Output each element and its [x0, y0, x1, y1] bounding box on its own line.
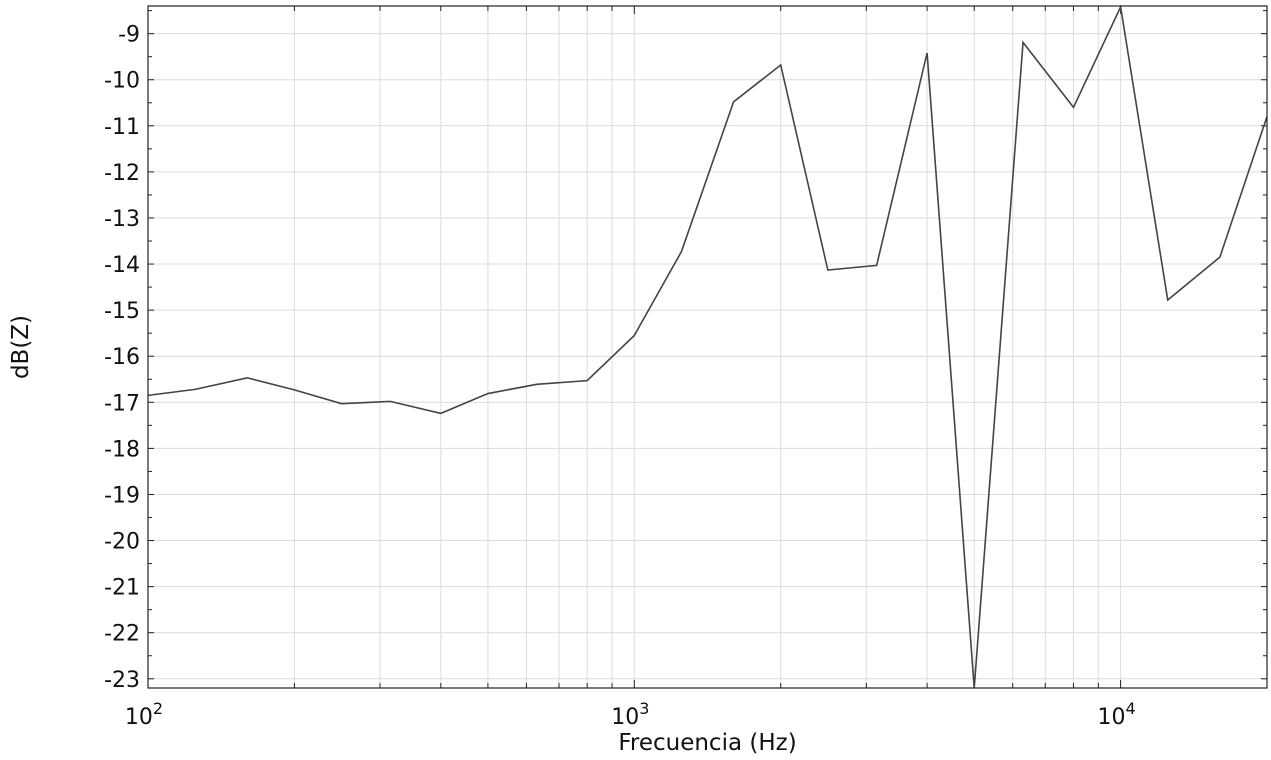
- x-axis-label: Frecuencia (Hz): [618, 730, 796, 756]
- x-tick-label: 103: [611, 699, 649, 730]
- x-tick-label: 104: [1098, 699, 1136, 730]
- grid-lines: [147, 6, 1268, 688]
- y-tick-label: -9: [118, 23, 140, 48]
- y-tick-label: -15: [104, 299, 140, 324]
- x-tick-label-exponent: 4: [1126, 699, 1136, 718]
- y-tick-label: -23: [104, 668, 140, 693]
- axis-ticks: [147, 6, 1268, 688]
- y-tick-label: -14: [104, 253, 140, 278]
- y-tick-labels: -9 -10 -11 -12 -13 -14 -15 -16 -17 -18 -19 -20 -21 -2…: [104, 23, 140, 693]
- x-tick-label: 102: [125, 699, 163, 730]
- series-line: [147, 4, 1268, 689]
- x-tick-labels: 102 103 104: [125, 699, 1136, 730]
- y-tick-label: -22: [104, 622, 140, 647]
- y-tick-label: -10: [104, 69, 140, 94]
- y-tick-label: -13: [104, 207, 140, 232]
- y-axis-label: dB(Z): [8, 315, 34, 379]
- y-tick-label: -12: [104, 161, 140, 186]
- x-tick-label-base: 10: [1098, 705, 1126, 730]
- plot-frame: [147, 5, 1268, 689]
- y-tick-label: -19: [104, 483, 140, 508]
- x-tick-label-base: 10: [611, 705, 639, 730]
- x-tick-label-exponent: 3: [639, 699, 649, 718]
- y-tick-label: -16: [104, 345, 140, 370]
- y-tick-label: -18: [104, 437, 140, 462]
- y-tick-label: -17: [104, 391, 140, 416]
- y-tick-label: -11: [104, 115, 140, 140]
- x-tick-label-exponent: 2: [153, 699, 163, 718]
- y-tick-label: -21: [104, 576, 140, 601]
- x-tick-label-base: 10: [125, 705, 153, 730]
- y-tick-label: -20: [104, 530, 140, 555]
